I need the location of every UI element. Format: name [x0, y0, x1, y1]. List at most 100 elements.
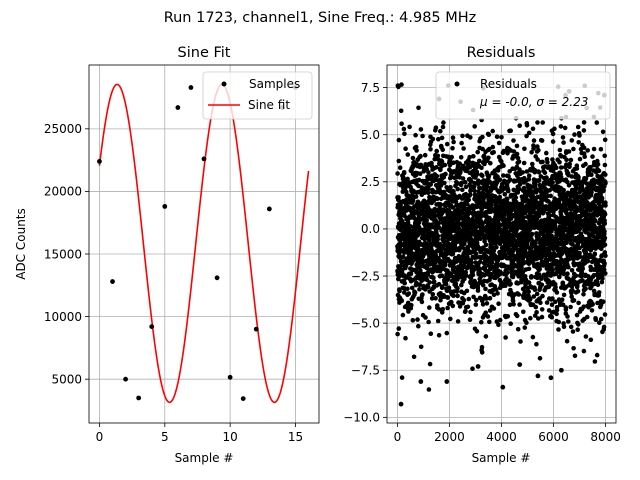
legend-sine-fit-label: Sine fit: [248, 98, 290, 112]
residual-point: [440, 284, 445, 289]
residual-point: [471, 154, 476, 159]
residual-point: [435, 318, 441, 324]
residual-point: [544, 194, 550, 199]
residual-point: [439, 273, 445, 279]
residual-point: [460, 187, 465, 193]
residual-point: [412, 290, 418, 295]
residual-point: [457, 304, 463, 309]
residual-point: [426, 387, 432, 392]
sample-point: [110, 279, 115, 284]
sample-point: [123, 376, 128, 382]
residual-point: [558, 212, 564, 217]
residual-point: [460, 163, 466, 169]
residual-point: [602, 242, 608, 247]
residual-point: [585, 148, 590, 153]
residual-point: [448, 175, 454, 180]
residual-point: [539, 307, 545, 312]
residual-point: [431, 275, 436, 281]
residual-point: [558, 165, 564, 170]
residual-point: [596, 168, 602, 174]
residual-point: [435, 233, 441, 239]
residual-point: [483, 242, 489, 248]
residual-point: [602, 221, 608, 226]
residual-point: [497, 194, 503, 200]
residual-point: [427, 305, 432, 310]
residual-point: [598, 316, 604, 322]
residual-point: [491, 248, 497, 253]
residual-point: [569, 138, 575, 143]
residual-point: [584, 314, 590, 320]
residual-point: [577, 250, 582, 256]
residuals-y-tick-label: 7.5: [361, 81, 380, 95]
residual-point: [542, 170, 548, 175]
residual-point: [530, 126, 536, 132]
residual-point: [514, 143, 520, 149]
residual-point: [571, 298, 577, 303]
residual-point: [566, 319, 571, 324]
residual-point: [398, 401, 404, 407]
residual-point: [599, 246, 604, 252]
residuals-y-ticks: −10.0 −7.5 −5.0 −2.5 0.0 2.5 5.0 7.5: [343, 81, 387, 425]
residuals-y-tick-label: −2.5: [351, 269, 380, 283]
residual-point: [585, 258, 591, 264]
residual-point: [536, 147, 541, 153]
residual-point: [565, 271, 570, 277]
residual-point: [569, 233, 575, 239]
residual-point: [396, 326, 402, 331]
residual-point: [416, 177, 422, 183]
residual-point: [431, 279, 437, 284]
residual-point: [556, 327, 561, 332]
residual-point: [515, 155, 521, 161]
residual-point: [529, 150, 534, 155]
residual-point: [460, 176, 466, 181]
residual-point: [603, 203, 608, 208]
residual-point: [399, 375, 405, 380]
residual-point: [409, 285, 415, 291]
residual-point: [552, 126, 557, 132]
residual-point: [549, 302, 555, 308]
residual-point: [470, 366, 475, 372]
residual-point: [403, 335, 408, 341]
residual-point: [442, 162, 448, 168]
figure-title: Run 1723, channel1, Sine Freq.: 4.985 MH…: [164, 10, 477, 26]
residual-point: [408, 224, 414, 229]
residual-point: [469, 260, 474, 265]
residual-point: [561, 292, 567, 298]
residual-point: [601, 187, 606, 193]
residual-point: [590, 154, 595, 159]
residual-point: [402, 280, 408, 286]
residual-point: [582, 154, 587, 159]
residuals-y-tick-label: −5.0: [351, 316, 380, 330]
residual-point: [399, 298, 405, 304]
residual-point: [402, 290, 407, 295]
residual-point: [436, 307, 442, 312]
residual-point: [451, 265, 457, 270]
residual-point: [505, 151, 510, 156]
residual-point: [436, 333, 442, 338]
legend-samples-label: Samples: [249, 77, 300, 91]
residual-point: [576, 140, 581, 145]
residual-point: [539, 282, 545, 288]
residual-point: [480, 282, 486, 288]
residual-point: [479, 319, 484, 325]
residual-point: [517, 123, 522, 128]
residual-point: [477, 259, 483, 265]
residual-point: [396, 137, 402, 143]
residual-point: [480, 302, 486, 307]
residual-point: [437, 201, 443, 207]
residual-point: [603, 181, 608, 186]
residual-point: [400, 312, 406, 318]
residual-point: [436, 281, 442, 287]
residual-point: [429, 296, 435, 301]
residual-point: [428, 182, 434, 187]
residual-point: [595, 300, 600, 306]
residual-point: [526, 280, 532, 285]
residual-point: [463, 184, 469, 190]
residuals-x-tick-label: 8000: [590, 430, 621, 444]
residual-point: [591, 146, 597, 152]
residual-point: [488, 160, 493, 166]
sine-fit-axes-frame: [88, 64, 320, 424]
residual-point: [517, 362, 523, 367]
residual-point: [571, 346, 576, 351]
residual-point: [468, 309, 473, 315]
